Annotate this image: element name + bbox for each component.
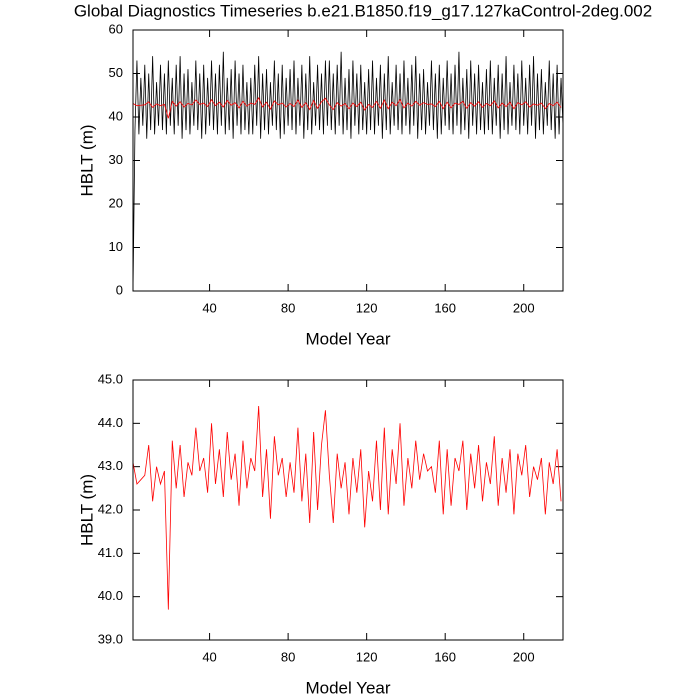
- y-tick-label: 50: [109, 65, 123, 80]
- x-tick-label: 200: [513, 649, 535, 664]
- data-line: [132, 405, 562, 610]
- y-axis-label: HBLT (m): [77, 124, 96, 196]
- y-tick-label: 40.0: [98, 588, 123, 603]
- plot-frame: [132, 379, 564, 641]
- x-tick-label: 160: [434, 649, 456, 664]
- x-tick-label: 200: [513, 300, 535, 315]
- y-tick-label: 30: [109, 152, 123, 167]
- x-tick-label: 120: [356, 649, 378, 664]
- y-tick-label: 43.0: [98, 458, 123, 473]
- y-tick-label: 39.0: [98, 631, 123, 646]
- x-axis-label: Model Year: [305, 678, 390, 697]
- y-tick-label: 44.0: [98, 415, 123, 430]
- x-tick-label: 80: [281, 300, 295, 315]
- y-tick-label: 41.0: [98, 545, 123, 560]
- x-tick-label: 120: [356, 300, 378, 315]
- x-axis-label: Model Year: [305, 329, 390, 348]
- data-line: [132, 96, 562, 119]
- y-tick-label: 42.0: [98, 501, 123, 516]
- chart-title: Global Diagnostics Timeseries b.e21.B185…: [74, 1, 652, 20]
- x-tick-label: 40: [202, 649, 216, 664]
- y-tick-label: 60: [109, 21, 123, 36]
- y-tick-label: 10: [109, 239, 123, 254]
- y-tick-label: 45.0: [98, 371, 123, 386]
- plot-frame: [132, 29, 564, 292]
- x-tick-label: 40: [202, 300, 216, 315]
- y-axis-label: HBLT (m): [77, 474, 96, 546]
- data-line: [132, 51, 564, 292]
- y-tick-label: 40: [109, 108, 123, 123]
- y-tick-label: 20: [109, 195, 123, 210]
- x-tick-label: 80: [281, 649, 295, 664]
- x-tick-label: 160: [434, 300, 456, 315]
- y-tick-label: 0: [116, 282, 123, 297]
